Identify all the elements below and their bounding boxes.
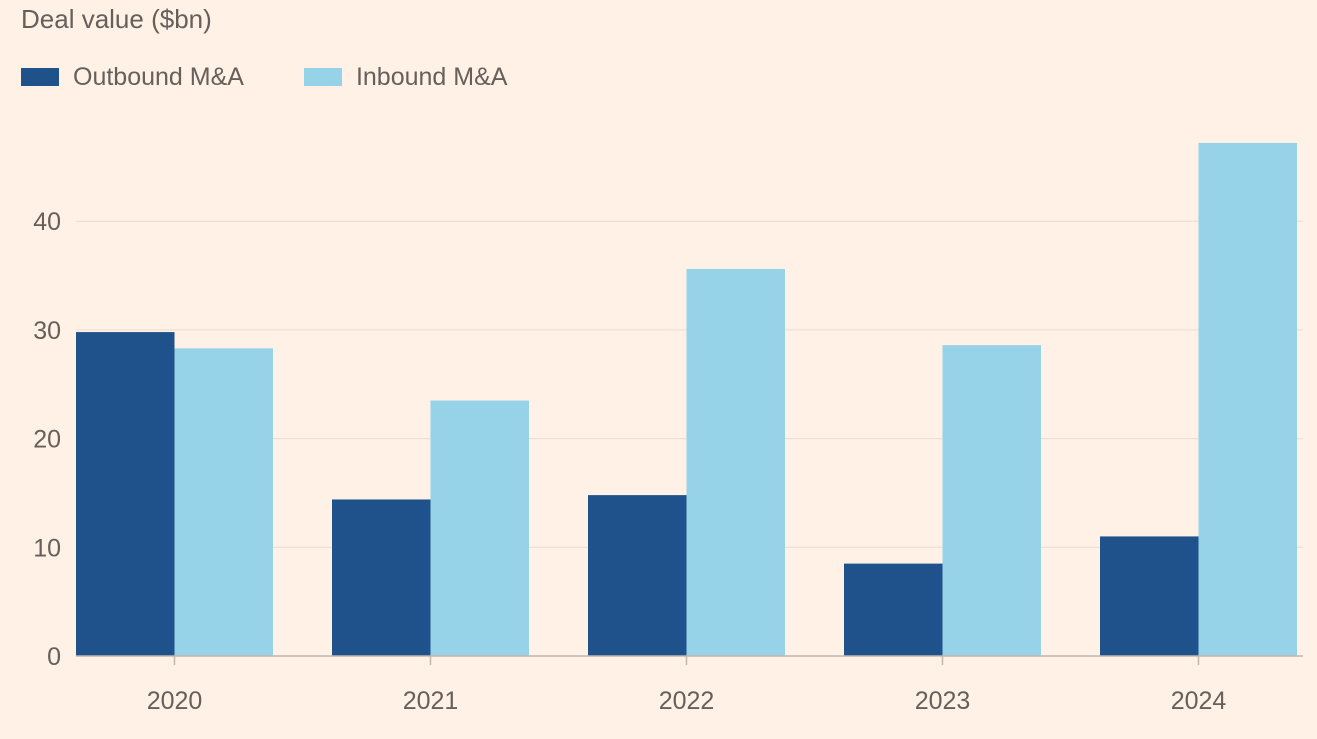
legend-swatch-outbound: [21, 68, 59, 86]
bar: [1100, 536, 1199, 656]
x-tick-label: 2021: [403, 687, 459, 715]
bar: [686, 269, 785, 656]
x-tick-label: 2024: [1171, 687, 1227, 715]
y-tick-label: 20: [33, 426, 61, 454]
bar: [174, 348, 273, 656]
x-tick-label: 2022: [659, 687, 715, 715]
legend-label-inbound: Inbound M&A: [355, 62, 508, 91]
chart-title: Deal value ($bn): [21, 4, 212, 34]
bar: [1198, 142, 1297, 656]
bar: [942, 345, 1041, 656]
x-tick-label: 2023: [915, 687, 971, 715]
bar: [76, 332, 175, 656]
y-tick-label: 40: [33, 208, 61, 236]
bar: [588, 495, 687, 656]
legend: Outbound M&A Inbound M&A: [21, 60, 567, 94]
y-tick-label: 10: [33, 534, 61, 562]
y-tick-label: 0: [47, 643, 61, 671]
bar: [844, 563, 943, 656]
y-tick-label: 30: [33, 317, 61, 345]
legend-item-outbound: Outbound M&A: [21, 63, 244, 92]
legend-item-inbound: Inbound M&A: [303, 62, 508, 92]
bar: [430, 400, 529, 656]
legend-swatch-inbound: [303, 68, 342, 86]
bar: [332, 499, 431, 656]
x-tick-label: 2020: [147, 687, 203, 715]
legend-label-outbound: Outbound M&A: [73, 62, 244, 91]
